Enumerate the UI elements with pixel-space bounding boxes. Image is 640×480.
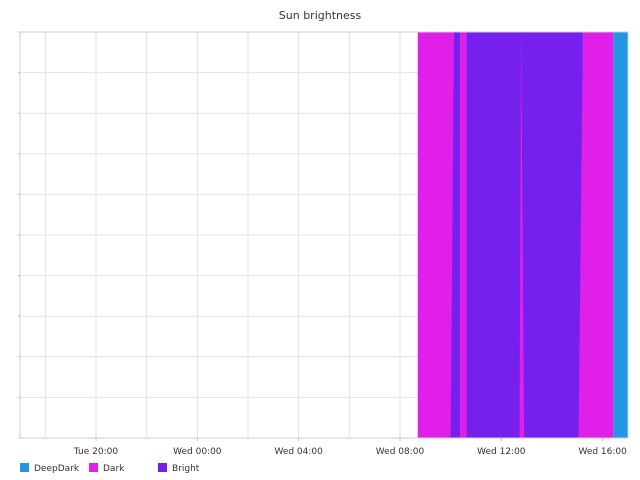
legend-swatch — [20, 463, 29, 472]
area-transition — [578, 32, 583, 438]
x-tick-label: Wed 04:00 — [274, 447, 323, 457]
area-dark — [417, 32, 454, 438]
legend-label: DeepDark — [34, 464, 80, 474]
legend-item: Dark — [89, 463, 125, 474]
x-tick-label: Wed 16:00 — [578, 447, 627, 457]
chart-legend: DeepDark Dark Bright — [20, 463, 200, 474]
chart-areas — [417, 32, 628, 438]
x-tick-label: Tue 20:00 — [73, 447, 118, 457]
x-tick-label: Wed 00:00 — [173, 447, 222, 457]
plot-frame — [19, 31, 629, 439]
x-tick-label: Wed 08:00 — [376, 447, 425, 457]
legend-item: DeepDark — [20, 463, 80, 474]
area-bright — [453, 32, 461, 438]
area-deepdark — [613, 32, 628, 438]
area-bright — [466, 32, 583, 438]
area-dark — [582, 32, 614, 438]
area-transition — [450, 32, 454, 438]
legend-swatch — [89, 463, 98, 472]
area-dark — [460, 32, 467, 438]
legend-item: Bright — [158, 463, 200, 474]
area-transition — [463, 32, 467, 438]
legend-label: Bright — [172, 464, 200, 474]
legend-swatch — [158, 463, 167, 472]
x-tick-label: Wed 12:00 — [477, 447, 526, 457]
legend-label: Dark — [103, 464, 125, 474]
chart-title: Sun brightness — [279, 9, 362, 22]
area-transition — [519, 32, 525, 438]
x-axis-ticks: Tue 20:00 Wed 00:00 Wed 04:00 Wed 08:00 Wed … — [73, 438, 627, 457]
